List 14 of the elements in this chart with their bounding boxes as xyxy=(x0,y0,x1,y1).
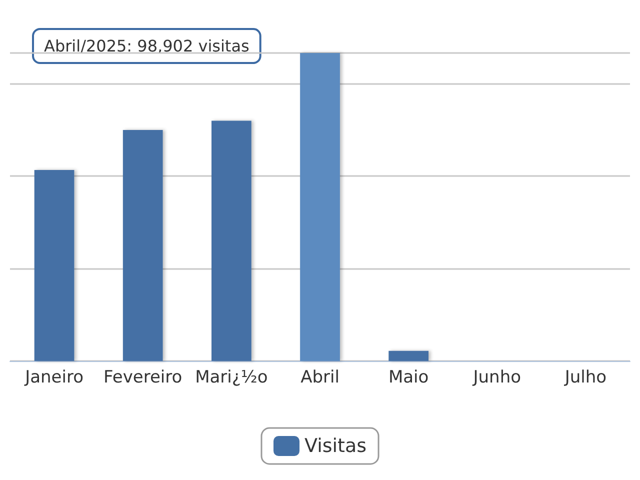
x-tick-label: Junho xyxy=(472,368,522,388)
x-tick-label: Maio xyxy=(388,368,429,388)
x-tick-label: Fevereiro xyxy=(104,368,182,388)
annotation: Abril/2025: 98,902 visitas xyxy=(44,36,250,56)
bar xyxy=(300,53,340,361)
x-tick-label: Mari¿½o xyxy=(195,368,268,388)
bar xyxy=(388,350,428,361)
x-tick-label: Janeiro xyxy=(24,368,84,388)
x-tick-label: Abril xyxy=(300,368,340,388)
bar xyxy=(122,130,163,361)
legend-label: Visitas xyxy=(304,435,367,457)
bar xyxy=(34,170,74,361)
bar xyxy=(212,120,252,361)
x-tick-label: Julho xyxy=(564,368,607,388)
